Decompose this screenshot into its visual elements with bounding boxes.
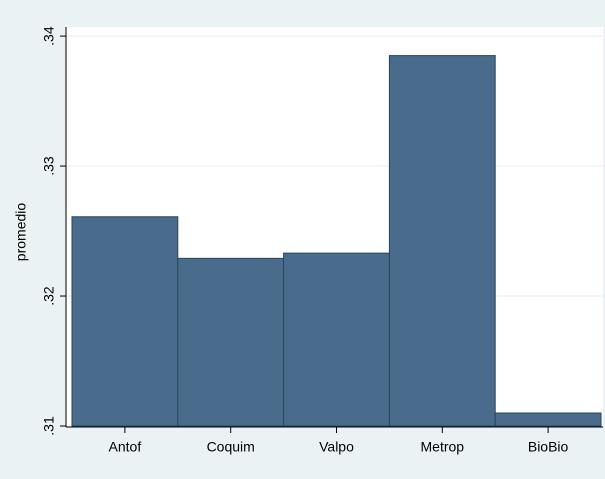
- x-tick-label: Valpo: [319, 439, 354, 455]
- bar: [283, 252, 390, 427]
- x-tick-label: BioBio: [528, 439, 569, 455]
- bar: [494, 412, 602, 427]
- y-tick-label: .32: [41, 286, 57, 306]
- y-axis-label: promedio: [13, 203, 29, 262]
- bar: [388, 55, 496, 427]
- bar: [71, 216, 179, 427]
- bar: [177, 257, 285, 427]
- x-tick-label: Antof: [109, 439, 142, 455]
- y-tick-label: .34: [41, 26, 57, 46]
- y-tick-label: .31: [41, 416, 57, 436]
- x-tick-label: Metrop: [421, 439, 465, 455]
- x-tick-label: Coquim: [207, 439, 255, 455]
- y-tick-label: .33: [41, 156, 57, 176]
